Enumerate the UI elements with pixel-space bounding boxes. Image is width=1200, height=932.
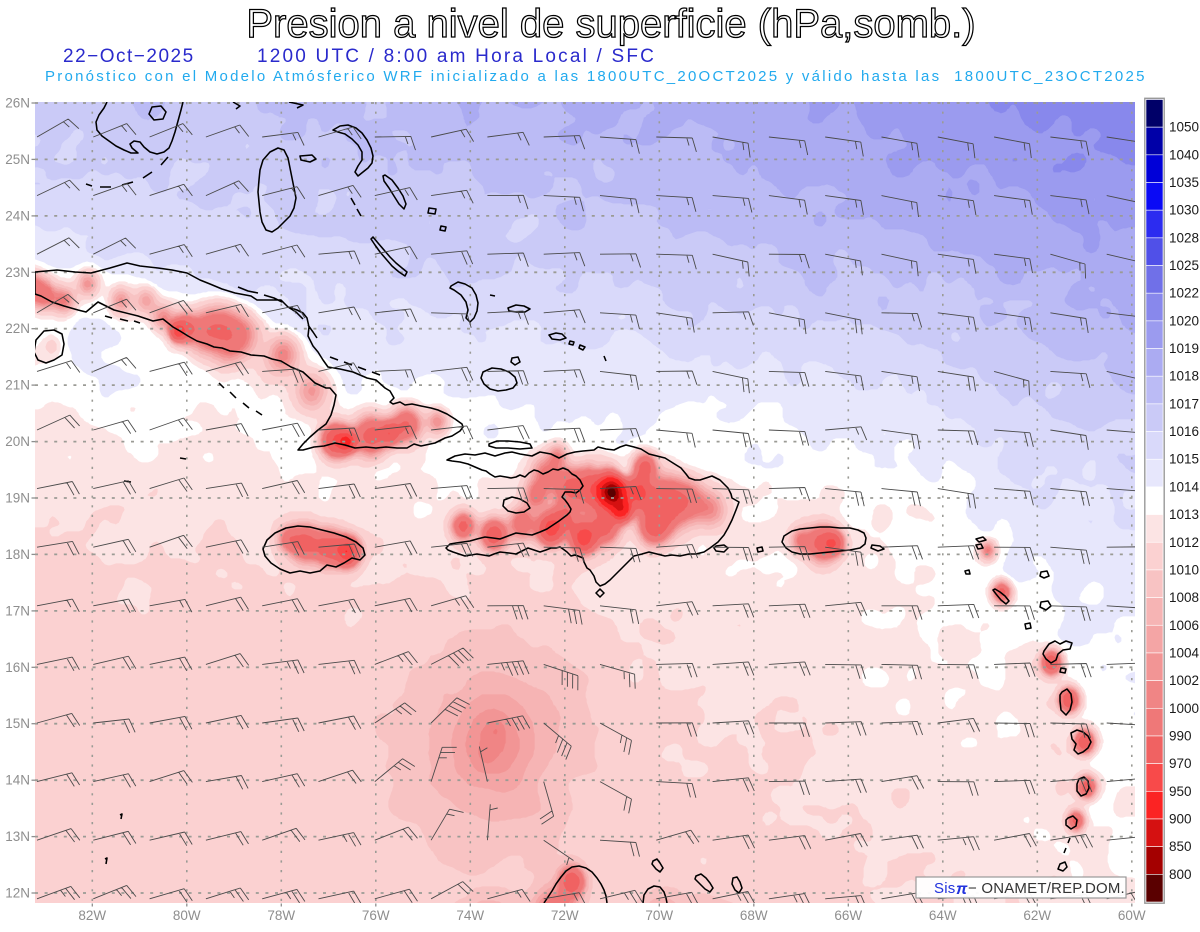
svg-text:1020: 1020 — [1169, 313, 1199, 328]
svg-text:82W: 82W — [78, 908, 106, 923]
svg-text:1016: 1016 — [1169, 424, 1199, 439]
svg-text:78W: 78W — [267, 908, 295, 923]
svg-text:66W: 66W — [834, 908, 862, 923]
svg-text:− ONAMET/REP.DOM.: − ONAMET/REP.DOM. — [968, 880, 1125, 897]
svg-text:1030: 1030 — [1169, 203, 1199, 218]
svg-text:Pronóstico con el Modelo Atmós: Pronóstico con el Modelo Atmósferico WRF… — [45, 68, 1147, 85]
svg-text:970: 970 — [1169, 756, 1192, 771]
svg-text:19N: 19N — [5, 491, 30, 506]
svg-text:1010: 1010 — [1169, 562, 1199, 577]
svg-text:1012: 1012 — [1169, 535, 1199, 550]
svg-text:1008: 1008 — [1169, 590, 1199, 605]
svg-text:1018: 1018 — [1169, 369, 1199, 384]
svg-text:68W: 68W — [740, 908, 768, 923]
svg-text:1004: 1004 — [1169, 645, 1200, 660]
svg-text:1019: 1019 — [1169, 341, 1199, 356]
svg-text:22−Oct−2025: 22−Oct−2025 — [63, 46, 195, 67]
svg-text:1050: 1050 — [1169, 120, 1199, 135]
svg-text:1028: 1028 — [1169, 230, 1199, 245]
svg-text:1040: 1040 — [1169, 147, 1199, 162]
svg-text:74W: 74W — [456, 908, 484, 923]
svg-text:1035: 1035 — [1169, 175, 1199, 190]
svg-text:1013: 1013 — [1169, 507, 1199, 522]
svg-text:1000: 1000 — [1169, 701, 1199, 716]
svg-text:22N: 22N — [5, 321, 30, 336]
svg-text:24N: 24N — [5, 208, 30, 223]
svg-text:1002: 1002 — [1169, 673, 1199, 688]
svg-text:Presion a nivel de superficie: Presion a nivel de superficie (hPa,somb.… — [246, 2, 975, 46]
svg-text:12N: 12N — [5, 886, 30, 901]
svg-text:800: 800 — [1169, 867, 1192, 882]
svg-text:1017: 1017 — [1169, 396, 1199, 411]
svg-text:1200 UTC / 8:00 am Hora Local: 1200 UTC / 8:00 am Hora Local / SFC — [257, 46, 656, 67]
svg-text:76W: 76W — [362, 908, 390, 923]
svg-text:72W: 72W — [551, 908, 579, 923]
svg-text:13N: 13N — [5, 829, 30, 844]
svg-text:16N: 16N — [5, 660, 30, 675]
svg-text:990: 990 — [1169, 729, 1192, 744]
svg-text:25N: 25N — [5, 152, 30, 167]
svg-text:π: π — [956, 881, 968, 898]
svg-text:15N: 15N — [5, 716, 30, 731]
svg-text:26N: 26N — [5, 96, 30, 111]
svg-text:1022: 1022 — [1169, 286, 1199, 301]
svg-text:17N: 17N — [5, 603, 30, 618]
svg-text:18N: 18N — [5, 547, 30, 562]
svg-text:62W: 62W — [1023, 908, 1051, 923]
svg-text:14N: 14N — [5, 773, 30, 788]
svg-text:900: 900 — [1169, 812, 1192, 827]
svg-text:70W: 70W — [645, 908, 673, 923]
svg-text:1015: 1015 — [1169, 452, 1199, 467]
svg-text:950: 950 — [1169, 784, 1192, 799]
svg-text:60W: 60W — [1118, 908, 1146, 923]
svg-text:850: 850 — [1169, 839, 1192, 854]
svg-text:80W: 80W — [173, 908, 201, 923]
svg-text:1014: 1014 — [1169, 479, 1200, 494]
svg-text:1006: 1006 — [1169, 618, 1199, 633]
svg-text:Sis: Sis — [934, 880, 955, 897]
svg-text:20N: 20N — [5, 434, 30, 449]
svg-text:1025: 1025 — [1169, 258, 1199, 273]
svg-text:23N: 23N — [5, 265, 30, 280]
svg-text:21N: 21N — [5, 378, 30, 393]
svg-text:64W: 64W — [929, 908, 957, 923]
